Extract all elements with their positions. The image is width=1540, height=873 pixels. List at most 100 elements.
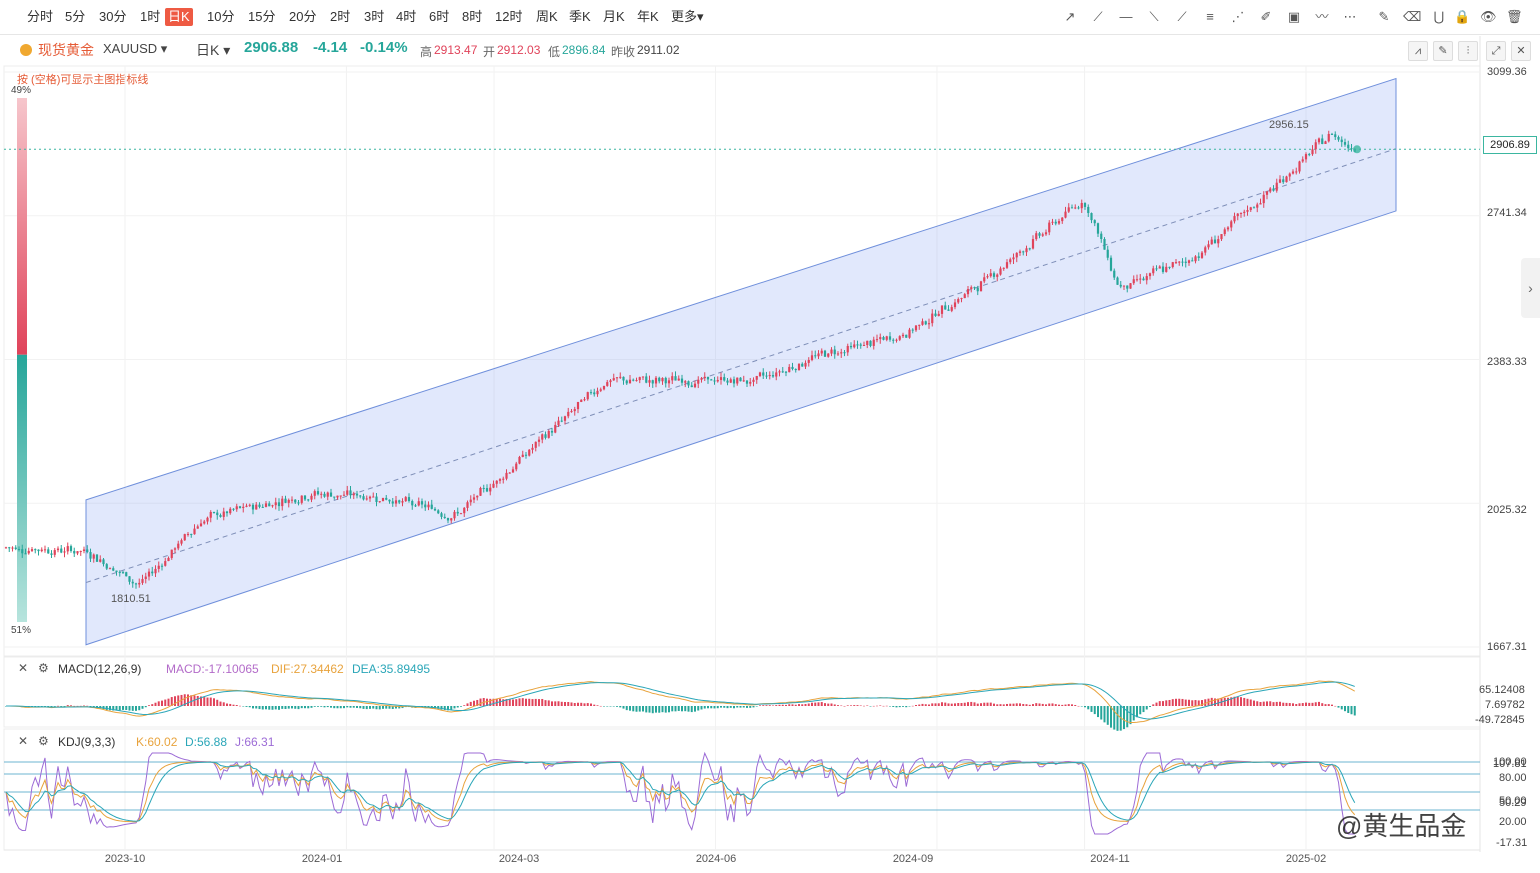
timeframe-tab[interactable]: 年K [637, 9, 659, 24]
wave-icon[interactable]: 〰 [1315, 9, 1329, 24]
macd-bar [931, 703, 934, 706]
timeframe-tab[interactable]: 月K [603, 9, 625, 24]
macd-bar [235, 705, 238, 706]
macd-bar [365, 706, 368, 710]
symbol-name[interactable]: 现货黄金 [38, 42, 94, 58]
candle-body [609, 380, 612, 383]
candle-body [352, 493, 355, 496]
macd-bar [544, 700, 547, 706]
timeframe-tab[interactable]: 8时 [462, 9, 483, 24]
gear-icon[interactable]: ⚙ [38, 734, 49, 748]
macd-bar [898, 706, 901, 708]
eraser-icon[interactable]: ⌫ [1403, 9, 1422, 24]
timeframe-tab[interactable]: 5分 [65, 9, 86, 24]
macd-bar [629, 706, 631, 711]
candle-body [814, 355, 817, 357]
picture-icon[interactable]: ▣ [1287, 9, 1301, 24]
candle-body [755, 375, 758, 380]
macd-bar [1145, 706, 1148, 710]
candle-body [521, 454, 524, 457]
fan-icon[interactable]: ⋰ [1231, 9, 1245, 24]
candle-body [557, 420, 560, 425]
candle-body [69, 546, 73, 551]
kdj-title[interactable]: KDJ(9,3,3) [58, 735, 116, 749]
macd-bar [34, 706, 37, 707]
segment-line-icon[interactable]: ⟍ [1149, 9, 1159, 24]
macd-bar [538, 699, 540, 706]
trash-icon[interactable]: 🗑 [1506, 9, 1523, 24]
macd-bar [362, 706, 365, 709]
macd-bar [157, 701, 160, 706]
close-icon[interactable]: ✕ [18, 661, 29, 675]
timeframe-tab[interactable]: 30分 [99, 9, 127, 24]
timeframe-tab[interactable]: 季K [569, 9, 591, 24]
candle-body [830, 349, 833, 354]
eye-icon[interactable]: 👁 [1480, 9, 1497, 24]
price-axis-label: 1667.31 [1487, 641, 1527, 653]
timeframe-tab[interactable]: 10分 [207, 9, 235, 24]
macd-bar [105, 706, 108, 710]
candle-body [999, 268, 1002, 275]
candle-body [1213, 239, 1217, 244]
candle-body [1165, 266, 1168, 272]
brush-icon[interactable]: ✐ [1260, 9, 1272, 24]
horizontal-line-icon[interactable]: — [1119, 9, 1133, 24]
candle-body [953, 302, 957, 308]
candle-body [1106, 249, 1109, 258]
candle-body [677, 378, 680, 381]
timeframe-tab[interactable]: 更多▾ [671, 9, 704, 24]
close-chart-icon[interactable]: ✕ [1511, 41, 1531, 61]
candle-body [1236, 213, 1239, 217]
macd-bar [1233, 696, 1236, 706]
magnet-icon[interactable]: ⋃ [1433, 9, 1445, 24]
macd-bar [1116, 706, 1119, 731]
timeframe-tab[interactable]: 4时 [396, 9, 417, 24]
timeframe-tab[interactable]: 日K [165, 8, 193, 26]
timeframe-tab[interactable]: 2时 [330, 9, 351, 24]
timeframe-tab[interactable]: 12时 [495, 9, 523, 24]
draw-icon[interactable]: ✎ [1433, 41, 1453, 61]
indicator-icon[interactable]: ⫶ [1458, 41, 1478, 61]
period-select[interactable]: 日K ▾ [196, 42, 231, 58]
macd-bar [170, 697, 173, 706]
macd-title[interactable]: MACD(12,26,9) [58, 662, 142, 676]
candle-body [1204, 247, 1207, 253]
candle-body [89, 552, 92, 559]
macd-bar [349, 706, 352, 708]
timeframe-tab[interactable]: 分时 [27, 9, 54, 24]
more-icon[interactable]: ⋯ [1343, 9, 1357, 24]
macd-bar [872, 705, 875, 707]
symbol-code[interactable]: XAUUSD ▾ [103, 41, 168, 56]
timeframe-tab[interactable]: 3时 [364, 9, 385, 24]
chart-type-icon[interactable]: ⩘ [1408, 41, 1428, 61]
note-icon[interactable]: ✎ [1378, 9, 1390, 24]
lock-icon[interactable]: 🔒 [1454, 9, 1471, 24]
macd-bar [1217, 698, 1220, 706]
macd-bar [567, 702, 570, 706]
macd-bar [707, 706, 709, 709]
macd-bar [245, 706, 248, 707]
macd-bar [486, 698, 488, 706]
close-icon[interactable]: ✕ [18, 734, 29, 748]
candle-body [1347, 144, 1350, 149]
timeframe-tab[interactable]: 周K [536, 9, 558, 24]
candle-body [680, 378, 684, 383]
fullscreen-icon[interactable]: ⤢ [1486, 41, 1506, 61]
ray-line-icon[interactable]: ⟋ [1093, 9, 1103, 24]
candle-body [56, 548, 60, 551]
trend-line-icon[interactable]: ↗ [1064, 9, 1076, 24]
macd-bar [658, 706, 661, 713]
macd-bar [278, 706, 280, 710]
fib-retracement-icon[interactable]: ≡ [1206, 9, 1214, 24]
candle-body [674, 376, 677, 381]
timeframe-tab[interactable]: 20分 [289, 9, 317, 24]
candle-body [125, 572, 128, 577]
gear-icon[interactable]: ⚙ [38, 661, 49, 675]
chevron-right-icon[interactable]: › [1521, 258, 1540, 318]
timeframe-tab[interactable]: 6时 [429, 9, 450, 24]
extended-line-icon[interactable]: ⟋ [1177, 9, 1187, 24]
timeframe-tab[interactable]: 1时 [140, 9, 161, 24]
candle-body [1152, 268, 1155, 274]
timeframe-tab[interactable]: 15分 [248, 9, 276, 24]
